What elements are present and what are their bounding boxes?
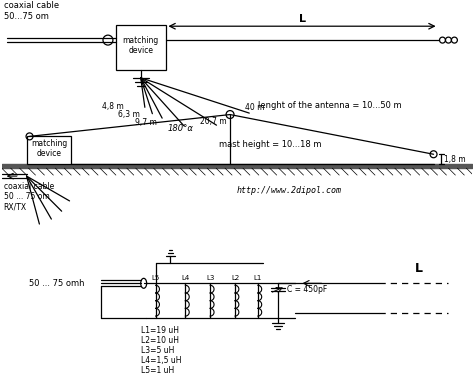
- Text: 1,8 m: 1,8 m: [445, 155, 466, 164]
- Text: L4: L4: [181, 275, 190, 281]
- Text: 4,8 m: 4,8 m: [102, 102, 124, 111]
- Text: L3: L3: [206, 275, 214, 281]
- Text: 6,3 m: 6,3 m: [118, 110, 140, 119]
- Text: mast height = 10...18 m: mast height = 10...18 m: [219, 140, 321, 149]
- Text: L1=19 uH: L1=19 uH: [141, 326, 179, 335]
- Text: L: L: [415, 262, 423, 276]
- Text: 20,7 m: 20,7 m: [201, 117, 227, 126]
- Text: matching
device: matching device: [123, 36, 159, 55]
- Text: 9,7 m: 9,7 m: [135, 117, 156, 127]
- Bar: [27, 136, 71, 164]
- Text: coaxial cable
50...75 om: coaxial cable 50...75 om: [4, 2, 59, 21]
- Text: 40 m: 40 m: [245, 103, 264, 112]
- Text: L2: L2: [231, 275, 239, 281]
- Text: 50 ... 75 omh: 50 ... 75 omh: [28, 279, 84, 288]
- Text: http://www.2dipol.com: http://www.2dipol.com: [237, 186, 342, 195]
- Text: L4=1,5 uH: L4=1,5 uH: [141, 356, 181, 365]
- Bar: [116, 25, 165, 70]
- Text: C = 450pF: C = 450pF: [287, 285, 327, 294]
- Text: matching
device: matching device: [31, 139, 67, 158]
- Text: L1: L1: [254, 275, 262, 281]
- Text: lenght of the antenna = 10...50 m: lenght of the antenna = 10...50 m: [257, 100, 401, 110]
- Text: L5: L5: [152, 275, 160, 281]
- Text: L2=10 uH: L2=10 uH: [141, 336, 179, 345]
- Text: 180°α: 180°α: [167, 124, 193, 133]
- Text: L3=5 uH: L3=5 uH: [141, 346, 174, 355]
- Text: L5=1 uH: L5=1 uH: [141, 366, 174, 375]
- Text: L: L: [299, 14, 306, 24]
- Text: coaxial cable
50 ... 75 om
RX/TX: coaxial cable 50 ... 75 om RX/TX: [4, 182, 54, 212]
